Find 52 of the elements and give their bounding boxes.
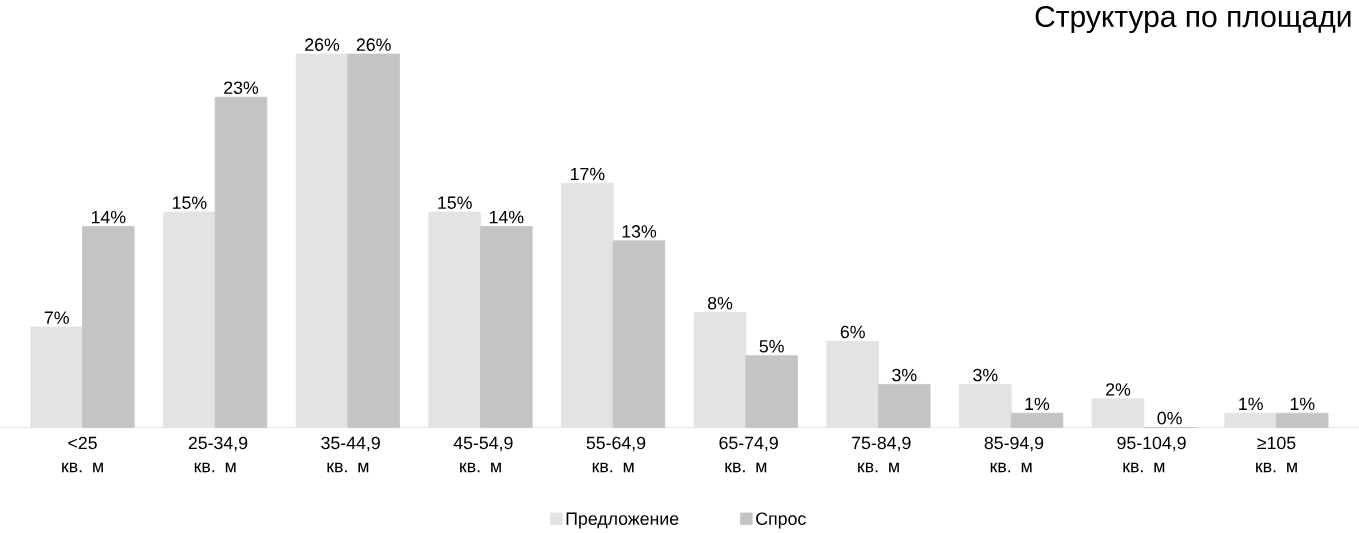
x-tick-label: 45-54,9 кв. м: [453, 436, 513, 473]
data-label: 1%: [1239, 397, 1263, 411]
data-label: 15%: [438, 196, 472, 209]
data-label: 0%: [1157, 411, 1182, 425]
bar: [30, 326, 83, 428]
data-label: 26%: [305, 38, 340, 51]
x-tick-label: 55-64,9 кв. м: [586, 436, 646, 473]
bar: [480, 226, 533, 428]
bar: [82, 226, 135, 428]
bar: [295, 53, 349, 428]
bar: [1276, 412, 1329, 428]
bar: [959, 384, 1012, 428]
data-label: 3%: [973, 368, 998, 382]
data-label: 6%: [840, 325, 865, 339]
data-label: 15%: [172, 196, 207, 209]
data-label: 5%: [759, 340, 784, 353]
data-label: 8%: [707, 296, 733, 310]
data-label: 14%: [91, 210, 126, 224]
bar: [1224, 412, 1277, 428]
bar: [693, 312, 747, 428]
bar: [214, 96, 268, 428]
data-label: 3%: [892, 368, 917, 382]
x-tick-label: <25 кв. м: [62, 436, 103, 473]
x-tick-label: 75-84,9 кв. м: [852, 436, 911, 473]
data-label: 1%: [1290, 397, 1315, 411]
bar: [163, 211, 216, 428]
data-label: 2%: [1106, 383, 1131, 396]
bar: [561, 182, 614, 428]
bar: [612, 240, 666, 428]
x-tick-label: 35-44,9 кв. м: [321, 436, 380, 473]
x-tick-label: 95-104,9 кв. м: [1117, 436, 1186, 473]
x-tick-label: 65-74,9 кв. м: [719, 436, 778, 473]
x-tick-label: 25-34,9 кв. м: [188, 436, 248, 473]
data-label: 14%: [489, 210, 524, 224]
bar: [745, 355, 798, 428]
legend-label: Спрос: [756, 512, 806, 529]
data-label: 1%: [1025, 397, 1050, 411]
bar: [826, 340, 879, 428]
bar: [1010, 412, 1064, 428]
data-label: 26%: [356, 38, 391, 51]
data-label: 7%: [44, 311, 69, 324]
bar: [878, 384, 931, 428]
chart-title: Структура по площади: [1035, 5, 1351, 34]
bar: [347, 53, 400, 428]
data-label: 13%: [622, 225, 657, 238]
data-label: 23%: [224, 81, 259, 95]
bar: [1091, 398, 1145, 428]
data-label: 17%: [570, 167, 605, 181]
x-tick-label: 85-94,9 кв. м: [984, 436, 1044, 473]
bar: [428, 211, 481, 428]
legend-label: Предложение: [566, 512, 679, 529]
x-tick-label: ≥105 кв. м: [1256, 436, 1297, 473]
